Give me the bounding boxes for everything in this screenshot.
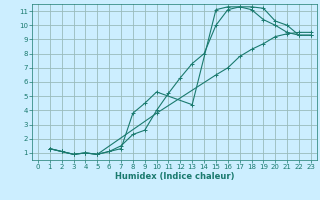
X-axis label: Humidex (Indice chaleur): Humidex (Indice chaleur) — [115, 172, 234, 181]
